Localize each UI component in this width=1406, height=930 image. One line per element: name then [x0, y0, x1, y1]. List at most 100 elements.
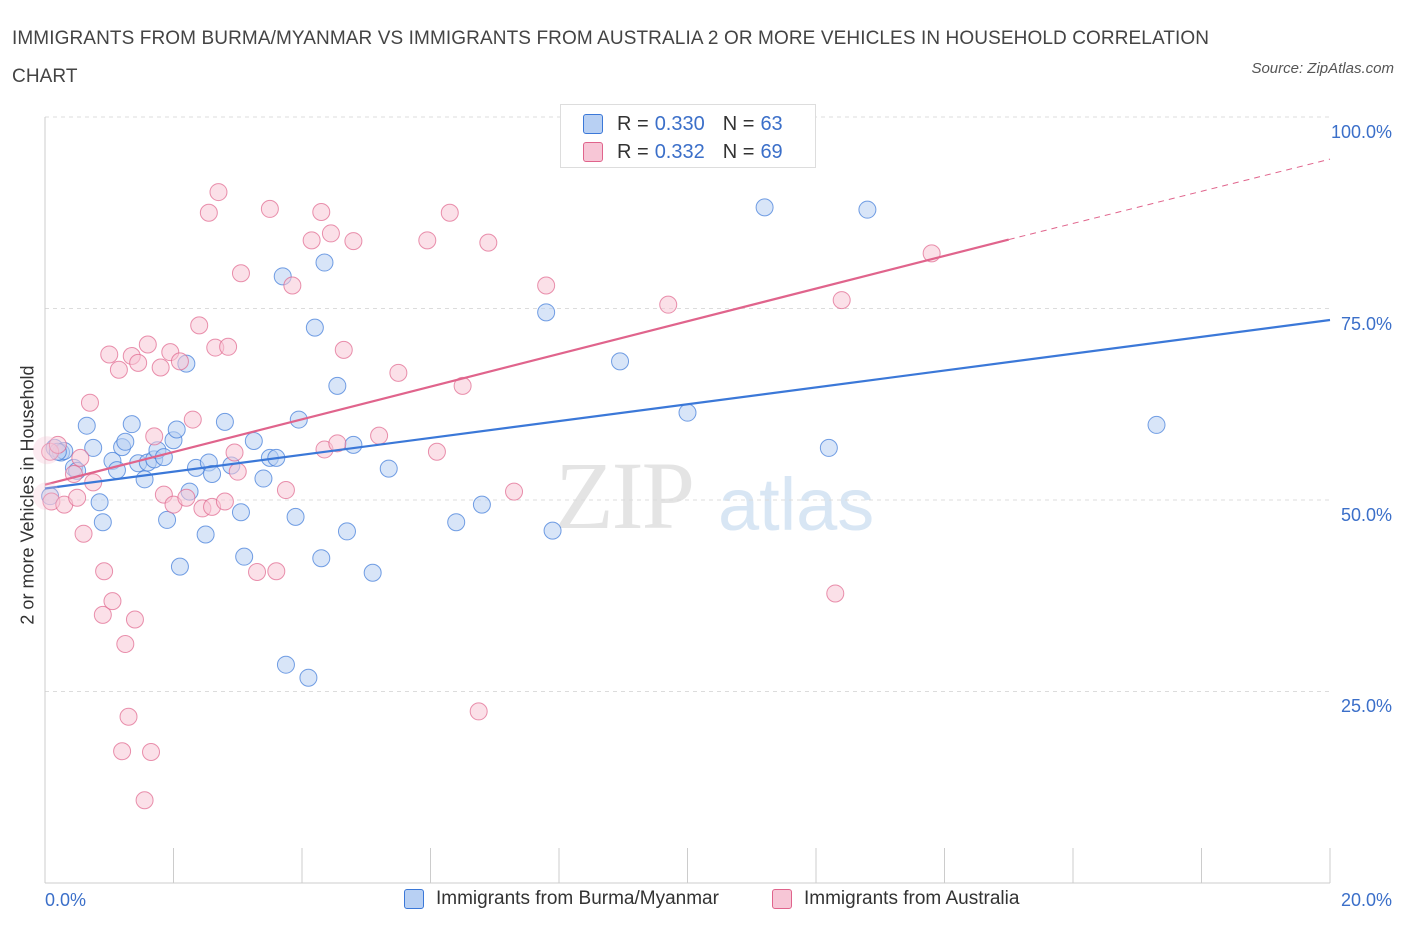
point-blue-44: [305, 318, 324, 337]
trend-extension-pink: [1008, 158, 1331, 241]
legend-n-value-pink: 69: [760, 140, 783, 163]
point-blue-7: [84, 438, 103, 457]
point-pink-67: [832, 291, 851, 310]
point-pink-43: [248, 563, 267, 582]
bottom-legend-swatch-blue: [404, 889, 424, 909]
point-pink-44: [260, 199, 279, 218]
point-pink-48: [302, 231, 321, 250]
point-pink-45: [267, 562, 286, 581]
point-pink-19: [125, 610, 144, 629]
cluster-bubble: [33, 436, 61, 465]
point-pink-38: [215, 492, 234, 511]
point-pink-46: [276, 481, 295, 500]
point-blue-57: [678, 403, 697, 422]
chart-title: IMMIGRANTS FROM BURMA/MYANMAR VS IMMIGRA…: [12, 28, 1210, 87]
point-blue-13: [116, 432, 135, 451]
point-pink-24: [145, 427, 164, 446]
point-pink-16: [116, 635, 135, 654]
point-blue-52: [447, 513, 466, 532]
bottom-legend-label-australia: Immigrants from Australia: [804, 888, 1020, 909]
y-tick-50: 50.0%: [1340, 505, 1392, 525]
point-blue-61: [1147, 415, 1166, 434]
bottom-legend-burma: Immigrants from Burma/Myanmar: [404, 888, 719, 910]
point-blue-45: [312, 549, 331, 568]
point-pink-11: [95, 562, 114, 581]
point-pink-6: [71, 448, 90, 467]
legend-r-value-blue: 0.330: [654, 112, 705, 135]
point-blue-43: [299, 668, 318, 687]
watermark-zip: ZIP: [555, 442, 695, 549]
legend-swatch-pink: [583, 142, 603, 162]
point-blue-46: [315, 253, 334, 272]
point-blue-34: [235, 547, 254, 566]
legend-n-label: N =: [722, 112, 755, 135]
point-pink-10: [93, 605, 112, 624]
point-pink-53: [334, 340, 353, 359]
x-tick-min: 0.0%: [45, 890, 87, 910]
point-blue-33: [231, 503, 250, 522]
cluster-bubble: [33, 482, 61, 511]
point-pink-2: [48, 435, 67, 454]
point-blue-56: [611, 352, 630, 371]
y-tick-25: 25.0%: [1340, 696, 1392, 716]
point-blue-23: [167, 420, 186, 439]
point-blue-50: [363, 563, 382, 582]
point-pink-21: [135, 791, 154, 810]
bottom-legend-label-burma: Immigrants from Burma/Myanmar: [436, 888, 719, 909]
point-pink-34: [199, 203, 218, 222]
point-blue-54: [537, 303, 556, 322]
point-blue-41: [286, 507, 305, 526]
point-pink-63: [505, 482, 524, 501]
point-pink-47: [283, 276, 302, 295]
point-blue-47: [328, 376, 347, 395]
point-blue-31: [215, 412, 234, 431]
legend-n-label: N =: [722, 140, 755, 163]
point-blue-14: [122, 415, 141, 434]
point-pink-52: [328, 434, 347, 453]
point-blue-40: [276, 655, 295, 674]
point-pink-22: [138, 335, 157, 354]
point-blue-48: [337, 522, 356, 541]
point-pink-49: [312, 202, 331, 221]
point-pink-25: [151, 358, 170, 377]
point-pink-57: [418, 231, 437, 250]
point-blue-51: [379, 459, 398, 478]
y-axis-label: 2 or more Vehicles in Household: [17, 365, 38, 625]
point-pink-61: [469, 702, 488, 721]
point-pink-59: [440, 203, 459, 222]
y-tick-100: 100.0%: [1330, 122, 1392, 142]
point-blue-20: [154, 448, 173, 467]
legend-swatch-blue: [583, 114, 603, 134]
x-tick-max: 20.0%: [1340, 890, 1392, 910]
bottom-legend-swatch-pink: [772, 889, 792, 909]
stats-legend: R = 0.330 N = 63 R = 0.332 N = 69: [560, 104, 816, 168]
point-blue-58: [755, 198, 774, 217]
trend-line-pink: [44, 238, 1010, 486]
y-tick-75: 75.0%: [1340, 314, 1392, 334]
point-blue-36: [254, 469, 273, 488]
point-pink-31: [183, 410, 202, 429]
trend-line-blue: [44, 318, 1331, 490]
point-pink-7: [74, 524, 93, 543]
legend-r-value-pink: 0.332: [654, 140, 705, 163]
point-pink-62: [479, 233, 498, 252]
legend-n-value-blue: 63: [760, 112, 783, 135]
point-pink-54: [344, 232, 363, 251]
point-blue-49: [344, 435, 363, 454]
point-pink-32: [190, 316, 209, 335]
point-blue-35: [244, 432, 263, 451]
source-label: Source: ZipAtlas.com: [1251, 60, 1394, 77]
point-blue-9: [93, 513, 112, 532]
point-pink-58: [427, 442, 446, 461]
point-pink-40: [225, 443, 244, 462]
legend-row-australia: R = 0.332 N = 69: [583, 138, 783, 166]
point-pink-51: [321, 224, 340, 243]
point-blue-24: [170, 557, 189, 576]
point-pink-20: [129, 353, 148, 372]
point-blue-6: [77, 416, 96, 435]
point-blue-8: [90, 493, 109, 512]
point-pink-65: [659, 295, 678, 314]
point-pink-41: [228, 462, 247, 481]
point-blue-55: [543, 521, 562, 540]
legend-r-label: R =: [617, 112, 649, 135]
